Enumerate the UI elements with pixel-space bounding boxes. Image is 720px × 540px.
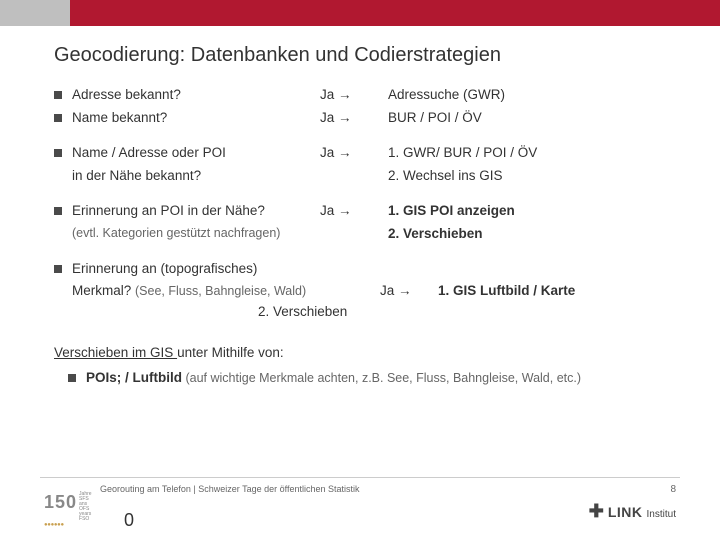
link-text: LINK xyxy=(608,504,643,520)
bullet-icon xyxy=(54,207,62,215)
answer-text: 1. GIS Luftbild / Karte xyxy=(438,283,575,298)
verschieben-rest: unter Mithilfe von: xyxy=(177,345,284,360)
footer-text: Georouting am Telefon | Schweizer Tage d… xyxy=(100,484,680,494)
ja-arrow: Ja → xyxy=(320,201,388,222)
pois-luftbild-bold: POIs; / Luftbild xyxy=(86,370,182,385)
answer-text: 2. Verschieben xyxy=(388,226,483,241)
verschieben-underline: Verschieben im GIS xyxy=(54,345,177,360)
answer-text: Adressuche (GWR) xyxy=(388,85,680,106)
logo-tiny-text: years FSO xyxy=(79,512,94,522)
verschieben-text: 2. Verschieben xyxy=(258,302,680,323)
answer-text: BUR / POI / ÖV xyxy=(388,108,680,129)
content-area: Adresse bekannt? Ja → Adressuche (GWR) N… xyxy=(0,75,720,389)
logo-150-icon: 150 Jahre SFS ans OFS years FSO ● ● ● ● … xyxy=(44,492,94,524)
pois-luftbild-rest: (auf wichtige Merkmale achten, z.B. See,… xyxy=(182,371,581,385)
question-text: Name / Adresse oder POI xyxy=(72,143,320,164)
question-text: in der Nähe bekannt? xyxy=(72,166,320,187)
question-text: Erinnerung an (topografisches) xyxy=(72,259,320,280)
topbar-gray-block xyxy=(0,0,70,26)
bullet-icon xyxy=(68,374,76,382)
merkmal-sub: (See, Fluss, Bahngleise, Wald) xyxy=(135,284,306,298)
page-number: 8 xyxy=(670,484,676,495)
answer-text: 1. GIS POI anzeigen xyxy=(388,203,515,218)
footer-zero: 0 xyxy=(124,510,134,531)
bullet-icon xyxy=(54,265,62,273)
link-institut-logo: ✚ LINK Institut xyxy=(589,501,676,522)
question-text: Erinnerung an POI in der Nähe? xyxy=(72,201,320,222)
merkmal-label: Merkmal? xyxy=(72,283,135,298)
plus-icon: ✚ xyxy=(589,501,604,522)
logo-dots-icon: ● ● ● ● ● ● xyxy=(44,522,94,528)
slide-title: Geocodierung: Datenbanken und Codierstra… xyxy=(0,26,720,75)
bottom-bullet-text: POIs; / Luftbild (auf wichtige Merkmale … xyxy=(86,368,680,389)
question-subtext: (evtl. Kategorien gestützt nachfragen) xyxy=(72,224,320,243)
topbar-red-block xyxy=(70,0,720,26)
logo-number: 150 xyxy=(44,492,77,513)
ja-arrow: Ja → xyxy=(320,143,388,164)
answer-text: 1. GWR/ BUR / POI / ÖV xyxy=(388,143,680,164)
question-text: Merkmal? (See, Fluss, Bahngleise, Wald) xyxy=(72,281,380,302)
ja-arrow: Ja → xyxy=(320,108,388,129)
answer-text: 2. Wechsel ins GIS xyxy=(388,166,680,187)
bullet-icon xyxy=(54,91,62,99)
bullet-icon xyxy=(54,149,62,157)
ja-arrow: Ja → xyxy=(380,281,438,302)
institut-text: Institut xyxy=(647,509,676,520)
question-text: Name bekannt? xyxy=(72,108,320,129)
ja-arrow: Ja → xyxy=(320,85,388,106)
bottom-paragraph: Verschieben im GIS unter Mithilfe von: P… xyxy=(54,343,680,389)
bullet-icon xyxy=(54,114,62,122)
question-text: Adresse bekannt? xyxy=(72,85,320,106)
